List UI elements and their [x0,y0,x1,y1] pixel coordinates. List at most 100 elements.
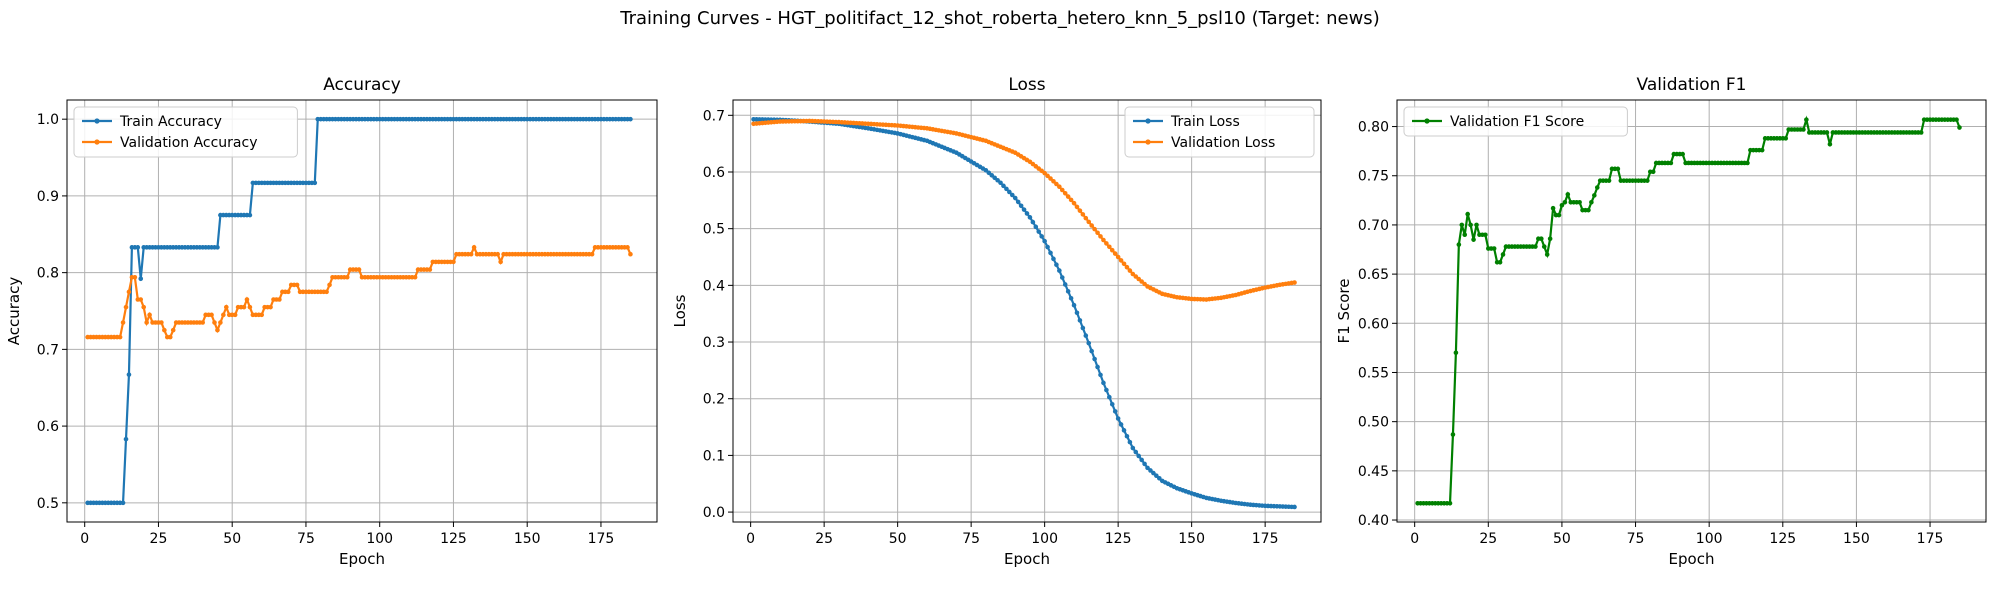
data-point [232,312,238,318]
chart-title: Loss [1008,75,1045,95]
data-point [1080,212,1086,217]
data-point [1453,350,1459,356]
data-point [1745,160,1750,166]
x-tick-label: 175 [588,531,615,547]
data-point [1127,268,1133,273]
y-tick-label: 0.55 [1358,365,1389,381]
data-point [1459,222,1465,228]
data-point [141,304,146,310]
data-point [1565,192,1571,197]
data-point [1109,401,1115,407]
data-point [1142,461,1147,467]
x-tick-label: 0 [1410,531,1419,547]
legend-label: Validation Accuracy [120,135,258,151]
data-point [1030,219,1036,225]
data-point [1048,176,1053,181]
data-point [1057,268,1062,273]
data-point [1033,224,1039,230]
legend-label: Train Loss [1170,114,1240,130]
data-point [1083,333,1089,338]
series-train-loss [751,116,1297,510]
data-point [1001,183,1006,189]
data-point [167,334,173,340]
data-point [498,259,503,265]
chart-panel-2: 0 25 50 75 100 125 150 175 0.0 0.1 0.2 0.3 0.4 0.5 0.6… [671,75,1322,568]
series-line [87,118,631,504]
data-point [1054,181,1059,187]
y-axis-label: F1 Score [1335,279,1353,344]
data-point [628,251,633,257]
data-point [1109,247,1115,253]
series-train-accuracy [85,116,633,506]
data-point [327,282,332,288]
series-validation-loss [751,118,1297,302]
chart-panel-3: 0 25 50 75 100 125 150 175 0.40 0.45 0.50 0.55 0.60 0… [1335,75,1987,568]
data-point [1824,130,1830,135]
data-point [1668,160,1674,166]
data-point [589,251,595,257]
data-point [120,500,126,506]
data-point [1594,185,1600,190]
data-point [1071,302,1077,308]
data-point [468,251,474,257]
data-point [1500,252,1506,257]
y-tick-label: 0.9 [37,189,59,205]
data-point [200,320,205,325]
y-tick-label: 0.4 [703,278,725,294]
data-point [209,312,214,318]
data-point [126,289,132,295]
y-tick-label: 0.6 [703,165,725,181]
data-point [1497,260,1503,265]
x-tick-label: 25 [815,531,833,547]
legend-box [1403,106,1628,137]
data-point [1130,445,1136,451]
x-axis-label: Epoch [1669,550,1715,568]
data-point [1051,256,1056,262]
x-tick-label: 50 [1553,531,1571,547]
data-point [1589,200,1594,205]
data-point [218,320,223,325]
data-point [221,312,226,318]
data-point [1539,236,1544,241]
data-point [1586,207,1591,213]
legend-marker [1145,118,1151,124]
data-point [1562,200,1568,205]
data-point [135,245,141,250]
data-point [1074,310,1080,316]
x-tick-label: 150 [1843,531,1870,547]
data-point [1048,250,1053,256]
data-point [1121,428,1127,433]
data-point [1468,222,1473,228]
data-point [1062,282,1068,287]
plot-frame [732,99,1322,523]
legend: Validation F1 Score [1403,106,1628,137]
data-point [247,304,253,310]
data-point [625,245,630,250]
data-point [162,327,167,333]
data-point [1136,453,1142,459]
data-point [1024,211,1030,216]
data-point [1068,197,1074,203]
data-point [1124,264,1130,270]
data-point [1101,380,1106,386]
data-point [1012,195,1018,201]
data-point [1071,200,1077,206]
data-point [1491,246,1497,251]
data-point [1065,289,1071,294]
data-point [1115,254,1121,260]
y-tick-label: 0.5 [37,496,59,512]
data-point [259,312,265,318]
data-point [1145,465,1150,471]
data-point [1151,470,1156,476]
y-tick-label: 0.5 [703,222,725,238]
x-tick-label: 75 [962,531,980,547]
data-point [1089,348,1094,354]
data-point [1062,191,1068,196]
data-point [1080,325,1086,331]
x-tick-label: 150 [1178,531,1205,547]
data-point [1650,169,1656,175]
data-point [1954,117,1959,122]
plot-frame [66,99,658,523]
x-tick-label: 75 [297,531,315,547]
data-point [294,282,300,288]
